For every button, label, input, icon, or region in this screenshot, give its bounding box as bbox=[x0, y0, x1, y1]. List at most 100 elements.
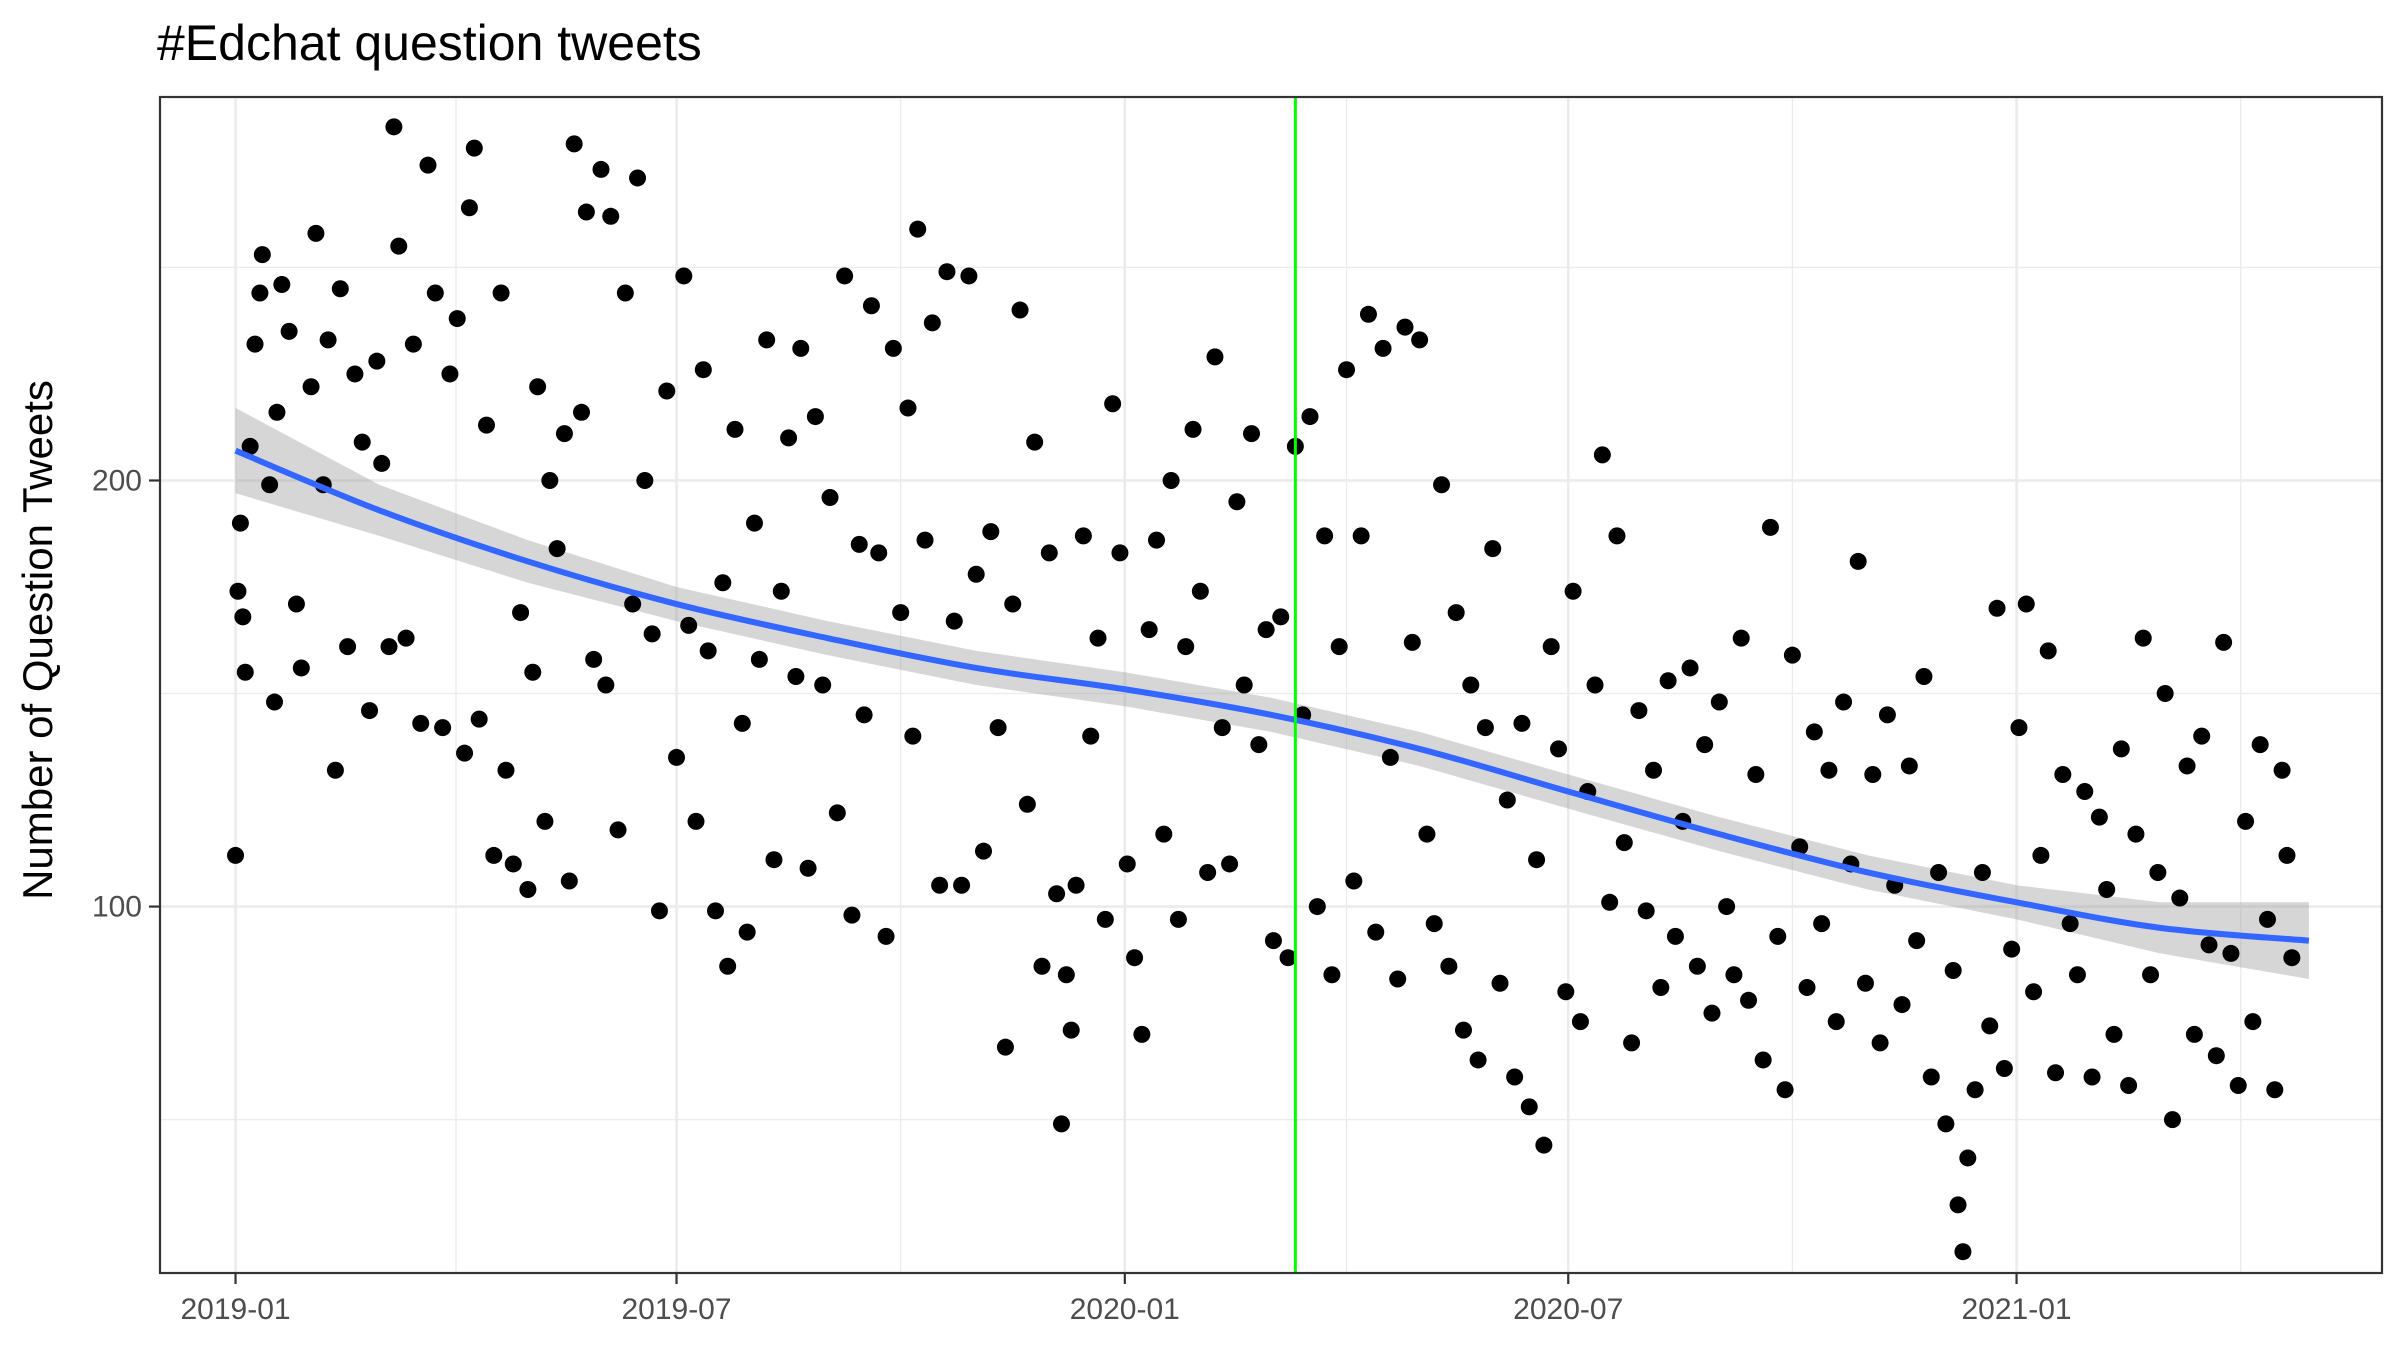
x-tick-label: 2021-01 bbox=[1961, 1293, 2071, 1326]
data-point bbox=[1162, 471, 1180, 489]
data-point bbox=[1710, 693, 1728, 711]
data-point bbox=[1184, 420, 1202, 438]
data-point bbox=[1498, 791, 1516, 809]
data-point bbox=[799, 859, 817, 877]
data-point bbox=[307, 224, 325, 242]
data-point bbox=[266, 693, 284, 711]
data-point bbox=[1593, 446, 1611, 464]
data-point bbox=[1243, 425, 1261, 443]
data-point bbox=[855, 706, 873, 724]
data-point bbox=[1433, 476, 1451, 494]
data-point bbox=[650, 902, 668, 920]
data-point bbox=[280, 322, 298, 340]
data-point bbox=[1140, 621, 1158, 639]
data-point bbox=[1338, 361, 1356, 379]
data-point bbox=[1147, 531, 1165, 549]
x-tick-label: 2019-07 bbox=[621, 1293, 731, 1326]
data-point bbox=[1062, 1021, 1080, 1039]
y-tick-label: 200 bbox=[92, 464, 142, 497]
data-point bbox=[1279, 949, 1297, 967]
data-point bbox=[1769, 927, 1787, 945]
data-point bbox=[758, 331, 776, 349]
data-point bbox=[1352, 527, 1370, 545]
data-point bbox=[572, 403, 590, 421]
chart-title: #Edchat question tweets bbox=[157, 15, 702, 71]
data-point bbox=[1798, 979, 1816, 997]
data-point bbox=[1418, 825, 1436, 843]
data-point bbox=[2083, 1068, 2101, 1086]
data-point bbox=[2017, 595, 2035, 613]
panel-border bbox=[158, 95, 2384, 1275]
data-point bbox=[519, 881, 537, 899]
data-point bbox=[229, 582, 247, 600]
confidence-band bbox=[235, 408, 2309, 980]
data-point bbox=[1206, 348, 1224, 366]
data-point bbox=[862, 297, 880, 315]
data-point bbox=[750, 650, 768, 668]
data-point bbox=[2171, 889, 2189, 907]
axes: 2019-01 2019-07 2020-01 2020-07 2021-01 100 20… bbox=[92, 464, 2072, 1326]
data-point bbox=[899, 399, 917, 417]
data-point bbox=[426, 284, 444, 302]
data-point bbox=[1623, 1034, 1641, 1052]
data-point bbox=[2142, 966, 2160, 984]
data-point bbox=[512, 604, 530, 622]
data-point bbox=[2120, 1077, 2138, 1095]
data-point bbox=[694, 361, 712, 379]
data-point bbox=[1630, 702, 1648, 720]
data-point bbox=[2163, 1111, 2181, 1129]
data-point bbox=[1057, 966, 1075, 984]
data-point bbox=[1476, 719, 1494, 737]
data-point bbox=[892, 604, 910, 622]
data-point bbox=[1601, 893, 1619, 911]
data-point bbox=[843, 906, 861, 924]
data-point bbox=[541, 471, 559, 489]
data-point bbox=[1922, 1068, 1940, 1086]
data-point bbox=[1908, 932, 1926, 950]
data-point bbox=[884, 339, 902, 357]
data-point bbox=[658, 382, 676, 400]
data-point bbox=[1199, 863, 1217, 881]
data-point bbox=[1250, 736, 1268, 754]
data-point bbox=[1389, 970, 1407, 988]
data-point bbox=[1323, 966, 1341, 984]
data-point bbox=[967, 565, 985, 583]
data-point bbox=[1856, 974, 1874, 992]
data-point bbox=[1871, 1034, 1889, 1052]
data-point bbox=[2222, 944, 2240, 962]
data-point bbox=[1542, 638, 1560, 656]
data-point bbox=[1316, 527, 1334, 545]
data-point bbox=[1761, 518, 1779, 536]
data-point bbox=[246, 335, 264, 353]
data-point bbox=[236, 663, 254, 681]
data-point bbox=[1783, 646, 1801, 664]
data-point bbox=[719, 957, 737, 975]
data-point bbox=[836, 267, 854, 285]
data-point bbox=[1096, 910, 1114, 928]
data-point bbox=[1557, 983, 1575, 1001]
data-point bbox=[1725, 966, 1743, 984]
data-point bbox=[346, 365, 364, 383]
data-point bbox=[2090, 808, 2108, 826]
data-point bbox=[1995, 1059, 2013, 1077]
data-point bbox=[624, 595, 642, 613]
data-point bbox=[1520, 1098, 1538, 1116]
data-point bbox=[1396, 318, 1414, 336]
data-point bbox=[2251, 736, 2269, 754]
data-point bbox=[361, 702, 379, 720]
data-point bbox=[390, 237, 408, 255]
data-point bbox=[1688, 957, 1706, 975]
data-point bbox=[1447, 604, 1465, 622]
data-point bbox=[1221, 855, 1239, 873]
data-point bbox=[1345, 872, 1363, 890]
data-point bbox=[1469, 1051, 1487, 1069]
data-point bbox=[1118, 855, 1136, 873]
data-point bbox=[2039, 642, 2057, 660]
data-point bbox=[960, 267, 978, 285]
data-point bbox=[1900, 757, 1918, 775]
data-point bbox=[787, 667, 805, 685]
data-point bbox=[1949, 1196, 1967, 1214]
data-point bbox=[292, 659, 310, 677]
data-point bbox=[2185, 1025, 2203, 1043]
data-point bbox=[2273, 761, 2291, 779]
